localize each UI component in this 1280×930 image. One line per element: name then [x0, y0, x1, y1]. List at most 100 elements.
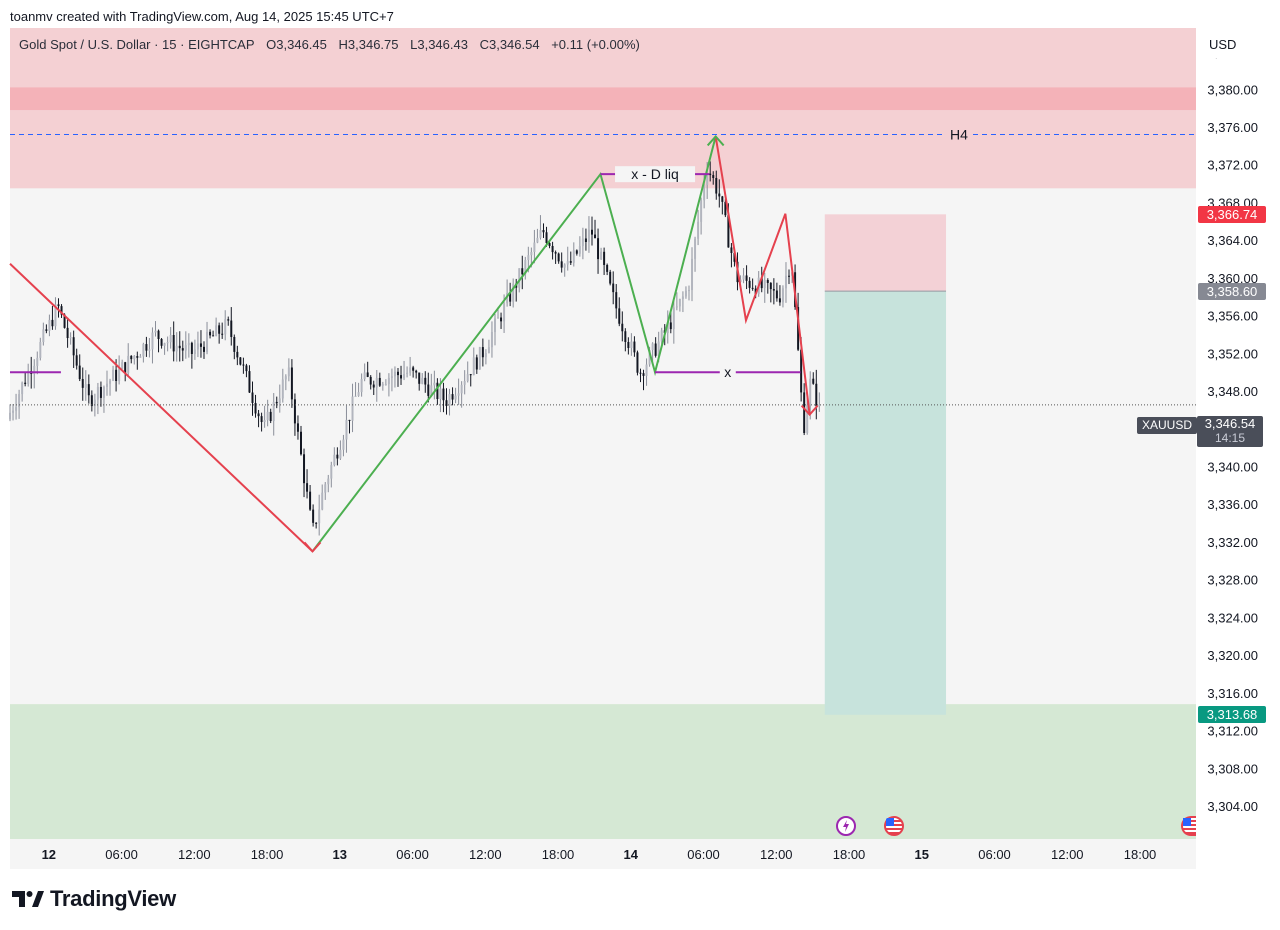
candle-body [672, 307, 675, 330]
candle-body [578, 246, 581, 254]
x-tick-label: 14 [624, 847, 639, 862]
symbol-name[interactable]: Gold Spot / U.S. Dollar · 15 · EIGHTCAP [19, 37, 255, 52]
candle-body [69, 337, 72, 339]
candle-body [415, 370, 418, 373]
candle-body [166, 342, 169, 344]
zigzag-line-3 [714, 136, 811, 415]
candle-body [333, 454, 336, 466]
candle-body [590, 229, 593, 235]
currency-button[interactable]: USD [1200, 32, 1264, 58]
candle-body [275, 401, 278, 404]
candle-body [766, 280, 769, 283]
candle-body [575, 250, 578, 254]
candle-body [439, 388, 442, 400]
candle-body [284, 376, 287, 380]
stop-price-tag: 3,366.74 [1198, 205, 1266, 223]
x-tick-label: 18:00 [833, 847, 866, 862]
candle-body [621, 323, 624, 332]
candle-body [363, 372, 366, 380]
candle-body [460, 384, 463, 394]
candle-body [33, 365, 36, 374]
candle-body [254, 402, 257, 414]
candle-body [287, 367, 290, 377]
candle-body [712, 175, 715, 178]
candle-body [806, 405, 809, 433]
candle-body [651, 343, 654, 351]
tradingview-logo-icon [12, 891, 44, 907]
candle-body [803, 392, 806, 433]
candle-body [775, 290, 778, 299]
candle-body [572, 250, 575, 263]
candle-body [772, 289, 775, 291]
candle-body [657, 341, 660, 356]
candle-body [639, 372, 642, 374]
candle-body [448, 394, 451, 406]
candle-body [306, 483, 309, 492]
us-flag-event-icon-edge[interactable] [1181, 816, 1196, 836]
x-tick-label: 06:00 [687, 847, 720, 862]
us-flag-event-icon[interactable] [884, 816, 904, 836]
candle-body [442, 388, 445, 401]
candle-body [509, 292, 512, 302]
candle-body [290, 367, 293, 400]
y-tick-label: 3,320.00 [1207, 648, 1258, 663]
arrow-current [800, 404, 819, 417]
candle-body [409, 367, 412, 373]
candle-body [312, 509, 315, 523]
y-tick-label: 3,308.00 [1207, 761, 1258, 776]
candle-body [660, 330, 663, 342]
candle-body [318, 509, 321, 524]
candle-body [242, 364, 245, 366]
candle-body [675, 306, 678, 308]
candle-body [542, 230, 545, 233]
candle-body [124, 362, 127, 374]
candle-body [72, 337, 75, 356]
candle-body [42, 329, 45, 343]
candle-body [733, 253, 736, 262]
tradingview-logo[interactable]: TradingView [12, 886, 176, 912]
candle-body [603, 251, 606, 265]
candle-body [548, 243, 551, 246]
candle-body [372, 384, 375, 388]
chart-credit: toanmv created with TradingView.com, Aug… [10, 9, 394, 24]
candle-body [472, 357, 475, 376]
x-tick-label: 06:00 [396, 847, 429, 862]
candle-body [815, 383, 818, 407]
candle-body [236, 351, 239, 358]
y-tick-label: 3,312.00 [1207, 724, 1258, 739]
candle-body [393, 371, 396, 377]
candle-body [724, 201, 727, 216]
candle-body [457, 393, 460, 396]
candle-body [569, 261, 572, 263]
arrow-high [706, 134, 725, 147]
candle-body [342, 439, 345, 450]
candle-body [800, 349, 803, 393]
candle-body [727, 215, 730, 248]
candle-body [521, 268, 524, 275]
candle-body [684, 290, 687, 297]
candle-body [199, 343, 202, 347]
candle-body [27, 371, 30, 384]
x-tick-label: 18:00 [251, 847, 284, 862]
y-tick-label: 3,348.00 [1207, 384, 1258, 399]
candle-body [557, 253, 560, 262]
candle-body [366, 372, 369, 377]
candle-body [612, 283, 615, 293]
candle-body [760, 277, 763, 289]
candle-body [215, 325, 218, 336]
bar-countdown: 14:15 [1214, 431, 1246, 445]
candle-body [597, 238, 600, 260]
candle-body [493, 318, 496, 333]
candle-body [39, 342, 42, 358]
candle-body [430, 385, 433, 396]
lightning-event-icon[interactable] [836, 816, 856, 836]
symbol-info[interactable]: Gold Spot / U.S. Dollar · 15 · EIGHTCAP … [19, 37, 648, 52]
candle-body [587, 229, 590, 242]
candle-body [481, 347, 484, 358]
candle-body [412, 367, 415, 371]
candle-body [375, 377, 378, 388]
candle-body [309, 491, 312, 510]
current-price-tag: 3,346.54 14:15 [1197, 416, 1263, 447]
x-tick-label: 12:00 [469, 847, 502, 862]
